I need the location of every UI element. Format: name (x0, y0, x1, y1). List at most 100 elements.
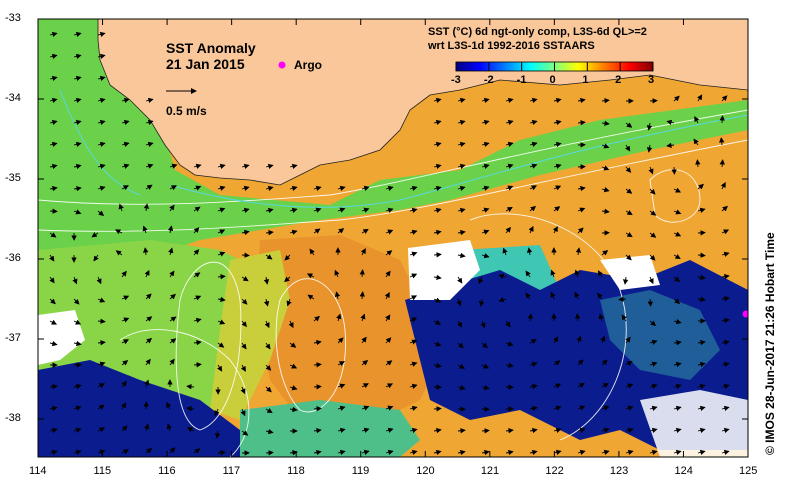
velocity-arrow (121, 317, 130, 323)
velocity-arrow (73, 185, 82, 192)
velocity-arrow (409, 449, 418, 456)
velocity-arrow (49, 383, 58, 390)
velocity-arrow (529, 361, 538, 367)
velocity-arrow (49, 254, 55, 262)
sst-contours (38, 109, 748, 457)
velocity-arrow (649, 188, 656, 195)
velocity-arrow (337, 405, 346, 411)
velocity-arrow (121, 425, 128, 432)
velocity-arrow (577, 449, 586, 455)
velocity-arrow (481, 229, 490, 235)
velocity-arrow (49, 449, 58, 455)
velocity-arrow (385, 314, 391, 322)
velocity-arrow (601, 187, 610, 193)
velocity-arrow (673, 427, 682, 434)
velocity-arrow (649, 405, 658, 411)
velocity-arrow (385, 449, 394, 455)
velocity-arrow (337, 383, 346, 389)
velocity-arrow (694, 116, 700, 124)
velocity-arrow (49, 340, 58, 347)
velocity-arrow (577, 97, 586, 104)
velocity-arrow (577, 207, 586, 213)
velocity-arrow (601, 98, 610, 104)
velocity-arrow (289, 385, 298, 391)
velocity-arrow (574, 291, 580, 300)
velocity-arrow (481, 97, 490, 104)
velocity-arrow (433, 97, 442, 104)
velocity-arrow (625, 144, 631, 152)
velocity-arrow (550, 269, 556, 278)
velocity-arrow (625, 188, 633, 194)
velocity-arrow (306, 273, 315, 279)
velocity-arrow (457, 449, 466, 456)
velocity-arrow (73, 141, 82, 148)
velocity-arrow (529, 119, 538, 126)
velocity-arrow (193, 317, 202, 324)
velocity-arrow (721, 95, 728, 102)
velocity-arrow (217, 319, 226, 325)
velocity-arrow (313, 406, 322, 412)
velocity-arrow (97, 427, 106, 433)
x-tick-label: 117 (222, 465, 241, 477)
velocity-arrow (673, 253, 681, 260)
ocean-yellow-patch (210, 250, 290, 420)
velocity-arrow (529, 141, 538, 147)
velocity-arrow (457, 342, 464, 349)
velocity-arrow (433, 185, 442, 192)
velocity-arrow (97, 383, 105, 389)
velocity-arrow (553, 185, 562, 191)
colorbar-tick-label: 3 (648, 74, 655, 86)
velocity-arrow (97, 361, 106, 367)
velocity-arrow (115, 250, 123, 256)
colorbar-tick-label: -3 (451, 74, 461, 86)
velocity-arrow (337, 427, 346, 434)
velocity-arrow (166, 401, 172, 410)
velocity-arrow (217, 449, 226, 456)
velocity-arrow (553, 405, 562, 411)
velocity-arrow (289, 363, 298, 369)
velocity-arrow (527, 313, 534, 322)
velocity-arrow (576, 335, 582, 344)
velocity-arrow (241, 342, 247, 350)
velocity-arrow (49, 163, 58, 170)
velocity-arrow (618, 296, 627, 302)
credit-text: © IMOS 28-Jun-2017 21:26 Hobart Time (763, 232, 777, 455)
velocity-arrow (241, 252, 250, 258)
velocity-arrow (481, 185, 490, 191)
velocity-arrow (601, 165, 610, 171)
velocity-arrow (193, 227, 200, 234)
velocity-arrow (433, 229, 442, 236)
velocity-arrow (169, 358, 175, 366)
velocity-arrow (481, 253, 490, 259)
velocity-arrow (721, 449, 730, 456)
velocity-arrow (529, 205, 537, 212)
velocity-arrow (289, 207, 298, 213)
y-tick-label: -36 (5, 252, 21, 264)
velocity-arrow (265, 163, 274, 170)
velocity-arrow (525, 292, 531, 300)
velocity-arrow (240, 386, 246, 395)
velocity-arrow (121, 339, 129, 345)
velocity-arrow (337, 228, 345, 234)
velocity-arrow (478, 276, 484, 285)
velocity-arrow (360, 313, 366, 322)
velocity-arrow (385, 270, 391, 278)
velocity-arrow (49, 141, 58, 148)
velocity-arrow (167, 225, 174, 234)
velocity-arrow (49, 185, 58, 192)
velocity-arrow (121, 449, 129, 455)
velocity-arrow (121, 295, 130, 301)
velocity-arrow (385, 207, 394, 213)
velocity-arrow (337, 185, 346, 191)
x-tick-label: 119 (351, 465, 370, 477)
velocity-arrow (457, 276, 463, 284)
x-tick-label: 123 (609, 465, 629, 477)
velocity-arrow (121, 360, 129, 366)
argo-float-marker (742, 310, 748, 318)
velocity-arrow (73, 405, 82, 411)
velocity-arrow (621, 314, 627, 322)
velocity-arrow (186, 384, 195, 390)
velocity-arrow (334, 291, 341, 300)
velocity-arrow (697, 207, 706, 213)
velocity-arrow (721, 229, 730, 235)
